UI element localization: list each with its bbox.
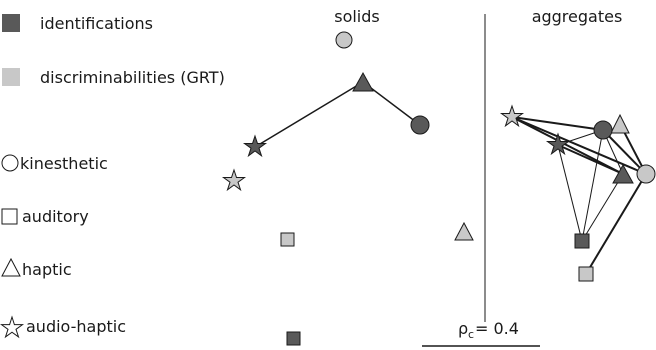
circle-icon — [1, 154, 19, 172]
agg-edge — [602, 129, 647, 175]
panel-title-solids: solids — [334, 7, 380, 26]
aggregates-kinesthetic-identification — [593, 120, 613, 140]
solids-kinesthetic-identification — [410, 115, 430, 135]
solids-kinesthetic-discriminability — [335, 31, 353, 49]
panel-title-aggregates: aggregates — [532, 7, 623, 26]
solids-identification-path — [254, 81, 421, 148]
agg-edge — [511, 116, 624, 175]
star-icon — [0, 315, 25, 339]
agg-edge — [581, 129, 604, 242]
legend: identifications discriminabilities (GRT)… — [0, 14, 225, 339]
agg-edge — [581, 173, 624, 242]
agg-edge — [511, 116, 647, 175]
legend-discriminabilities-label: discriminabilities (GRT) — [40, 68, 225, 87]
legend-discriminabilities-swatch — [2, 68, 20, 86]
aggregates-panel — [499, 104, 656, 282]
square-icon — [1, 208, 18, 225]
solids-panel — [221, 31, 474, 346]
legend-identifications-label: identifications — [40, 14, 153, 33]
aggregates-auditory-identification — [574, 233, 590, 249]
agg-edge — [557, 144, 624, 175]
legend-audio-haptic-label: audio-haptic — [26, 317, 126, 336]
solids-audio-haptic-identification — [242, 134, 268, 158]
aggregates-audio-haptic-identification — [545, 132, 571, 156]
triangle-icon — [1, 257, 21, 277]
scale-bar: ρ c = 0.4 — [422, 319, 540, 347]
agg-edge — [585, 173, 647, 275]
aggregates-audio-haptic-discriminability — [499, 104, 525, 128]
scale-rho: ρ — [458, 319, 468, 338]
aggregates-haptic-discriminability — [610, 113, 630, 134]
solids-audio-haptic-discriminability — [221, 168, 247, 192]
scale-value: = 0.4 — [475, 319, 519, 338]
agg-edge — [557, 144, 583, 242]
agg-edge — [511, 116, 604, 131]
solids-auditory-identification — [286, 331, 301, 346]
solids-haptic-identification — [352, 71, 374, 92]
aggregates-kinesthetic-discriminability — [636, 164, 656, 184]
aggregates-haptic-identification — [612, 163, 634, 184]
legend-auditory-label: auditory — [22, 207, 89, 226]
solids-auditory-discriminability — [280, 232, 295, 247]
scale-subscript: c — [468, 328, 474, 341]
legend-identifications-swatch — [2, 14, 20, 32]
legend-kinesthetic-label: kinesthetic — [20, 154, 108, 173]
aggregates-auditory-discriminability — [578, 266, 594, 282]
legend-haptic-label: haptic — [22, 260, 72, 279]
solids-haptic-discriminability — [454, 221, 474, 241]
